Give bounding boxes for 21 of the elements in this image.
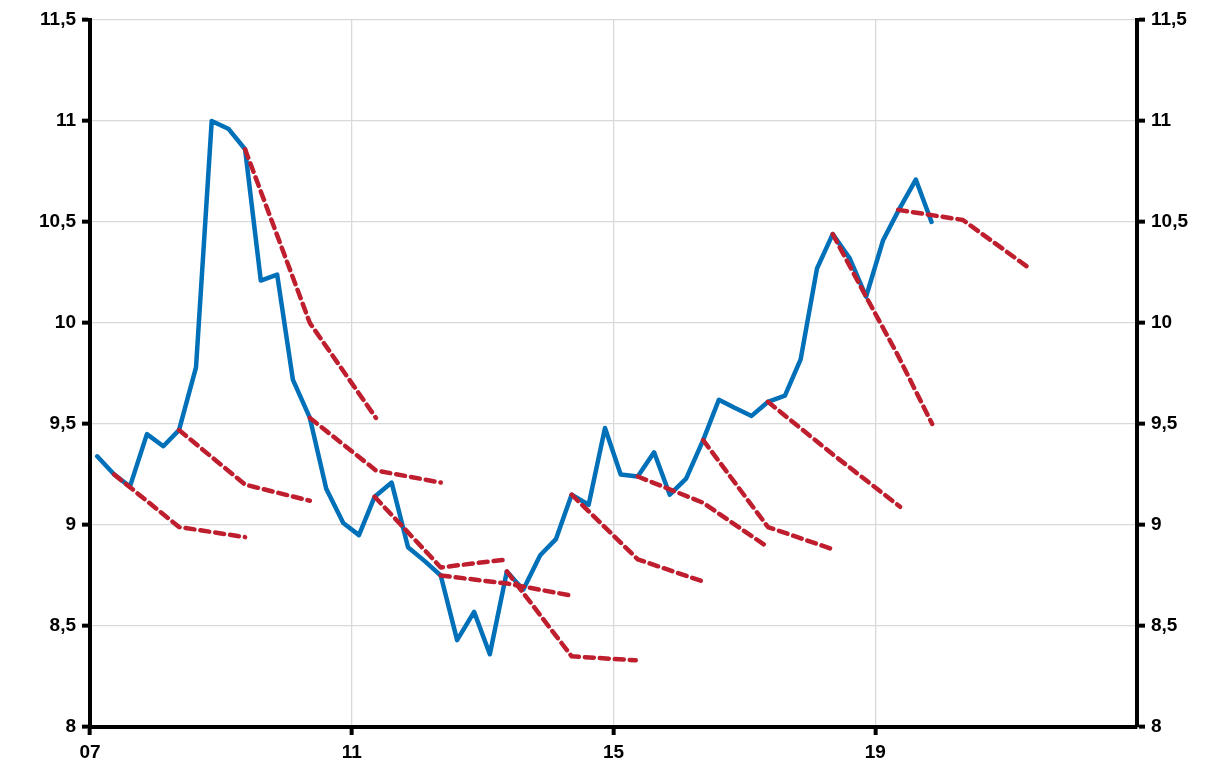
y-tick-label: 8 xyxy=(65,715,76,737)
x-tick-label: 19 xyxy=(864,740,886,762)
x-tick-label: 07 xyxy=(79,740,101,762)
y2-tick-label: 10,5 xyxy=(1151,210,1189,232)
y-tick-label: 11,5 xyxy=(40,8,77,30)
y-tick-label: 10 xyxy=(54,311,76,333)
y2-tick-label: 8 xyxy=(1151,715,1162,737)
y2-tick-label: 9 xyxy=(1151,513,1162,535)
y-tick-label: 10,5 xyxy=(39,210,77,232)
y2-tick-label: 8,5 xyxy=(1151,614,1178,636)
y2-tick-label: 10 xyxy=(1151,311,1173,333)
y-tick-label: 8,5 xyxy=(49,614,77,636)
x-tick-label: 15 xyxy=(602,740,625,762)
y-tick-label: 11 xyxy=(55,109,77,131)
y-tick-label: 9,5 xyxy=(49,412,77,434)
x-tick-label: 11 xyxy=(341,740,363,762)
y2-tick-label: 9,5 xyxy=(1151,412,1178,434)
y-tick-label: 9 xyxy=(65,513,76,535)
y2-tick-label: 11 xyxy=(1151,109,1172,131)
y2-tick-label: 11,5 xyxy=(1151,8,1188,30)
line-series xyxy=(830,231,935,427)
